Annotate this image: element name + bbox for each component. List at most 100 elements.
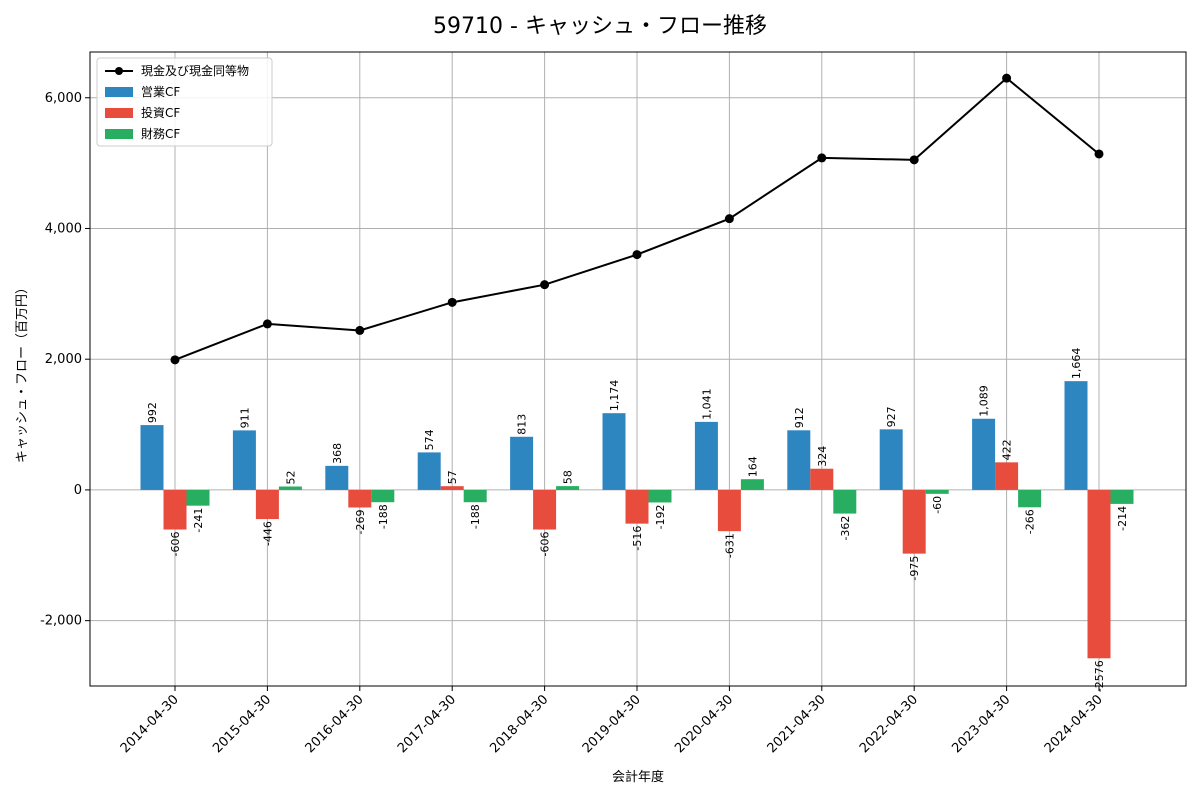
bar-営業CF	[602, 413, 626, 490]
bar-営業CF	[879, 429, 903, 490]
bar-value-label: 1,174	[608, 380, 621, 412]
bar-財務CF	[648, 489, 672, 503]
cash-line-point	[170, 355, 180, 365]
bar-value-label: -362	[839, 516, 852, 541]
bar-財務CF	[1110, 489, 1134, 504]
cash-line-point	[724, 214, 734, 224]
cash-line-point	[1094, 149, 1104, 159]
cash-line-point	[540, 280, 550, 290]
bar-財務CF	[1018, 489, 1042, 508]
bar-value-label: 911	[238, 407, 251, 428]
bar-value-label: -192	[654, 504, 667, 529]
x-tick-label: 2016-04-30	[303, 692, 367, 756]
bar-営業CF	[417, 452, 441, 490]
x-tick-label: 2019-04-30	[580, 692, 644, 756]
cash-line-point	[262, 319, 272, 329]
bar-value-label: -188	[469, 504, 482, 529]
x-tick-label: 2018-04-30	[487, 692, 551, 756]
bar-投資CF	[717, 489, 741, 532]
bar-value-label: -516	[631, 526, 644, 551]
bar-財務CF	[556, 486, 580, 490]
chart-title: 59710 - キャッシュ・フロー推移	[433, 14, 767, 39]
bar-value-label: 52	[284, 471, 297, 485]
bar-投資CF	[348, 489, 372, 508]
bar-value-label: -266	[1024, 509, 1037, 534]
bar-value-label: 1,664	[1070, 348, 1083, 380]
x-tick-label: 2023-04-30	[949, 692, 1013, 756]
bar-value-label: -975	[908, 556, 921, 581]
legend-swatch	[105, 108, 133, 118]
bar-財務CF	[740, 479, 764, 490]
y-tick-label: 0	[74, 483, 82, 498]
x-tick-label: 2015-04-30	[210, 692, 274, 756]
y-tick-label: 6,000	[45, 91, 82, 106]
bar-value-label: 368	[331, 443, 344, 464]
x-axis-label: 会計年度	[612, 769, 664, 785]
bar-投資CF	[440, 486, 464, 490]
bar-value-label: -446	[261, 521, 274, 546]
plot-frame	[89, 51, 1187, 687]
cash-line-point	[447, 297, 457, 307]
legend-label: 営業CF	[141, 85, 180, 99]
bar-投資CF	[255, 489, 279, 520]
bar-営業CF	[510, 436, 534, 490]
bar-value-label: -2576	[1093, 660, 1106, 692]
bar-営業CF	[232, 430, 256, 490]
data-labels-layer: 992 911 368 574 813 1,174 1,041 912 927 1,089 1,66…	[146, 348, 1129, 693]
legend-label: 現金及び現金同等物	[141, 63, 249, 78]
bar-営業CF	[140, 425, 164, 490]
bar-value-label: -269	[354, 509, 367, 534]
legend-label: 投資CF	[141, 105, 180, 120]
bar-投資CF	[1087, 489, 1111, 659]
bar-財務CF	[463, 489, 487, 503]
cash-line-point	[1002, 73, 1012, 83]
bar-value-label: 422	[1001, 439, 1014, 460]
legend-label: 財務CF	[141, 126, 180, 141]
legend-swatch	[105, 129, 133, 139]
bar-投資CF	[533, 489, 557, 530]
bar-投資CF	[995, 462, 1019, 490]
bar-value-label: 324	[816, 446, 829, 467]
bar-value-label: 164	[746, 456, 759, 477]
y-tick-label: -2,000	[40, 614, 82, 629]
cash-line-point	[817, 153, 827, 163]
y-tick-label: 4,000	[45, 221, 82, 236]
cash-line-point	[355, 325, 365, 335]
axes-layer: -2,000 0 2,000 4,000 6,000 2014-04-30 2015-04-…	[40, 91, 1106, 757]
bar-財務CF	[186, 489, 210, 506]
bar-財務CF	[925, 489, 949, 494]
bar-営業CF	[972, 418, 996, 490]
y-axis-label: キャッシュ・フロー（百万円）	[15, 281, 30, 463]
line-layer	[170, 73, 1104, 365]
bar-value-label: 927	[885, 406, 898, 427]
bar-value-label: 1,089	[978, 385, 991, 417]
bar-投資CF	[902, 489, 926, 554]
bar-営業CF	[1064, 381, 1088, 490]
x-tick-label: 2020-04-30	[672, 692, 736, 756]
legend-swatch	[105, 87, 133, 97]
bar-value-label: -606	[169, 532, 182, 557]
bar-財務CF	[371, 489, 395, 503]
bar-value-label: -60	[931, 496, 944, 514]
bar-value-label: 912	[793, 407, 806, 428]
cash-line-point	[909, 155, 919, 165]
bar-value-label: -606	[539, 532, 552, 557]
bar-投資CF	[810, 468, 834, 490]
legend-marker	[115, 67, 123, 75]
bar-value-label: 574	[423, 429, 436, 450]
x-tick-label: 2014-04-30	[118, 692, 182, 756]
bar-value-label: 813	[516, 414, 529, 435]
bar-value-label: -241	[192, 508, 205, 533]
bar-value-label: 57	[446, 470, 459, 484]
bar-value-label: -214	[1116, 506, 1129, 531]
bar-value-label: -188	[377, 504, 390, 529]
x-tick-label: 2017-04-30	[395, 692, 459, 756]
x-tick-label: 2024-04-30	[1042, 692, 1106, 756]
bar-投資CF	[163, 489, 187, 530]
cash-line-point	[632, 250, 642, 260]
bar-営業CF	[787, 430, 811, 490]
x-tick-label: 2021-04-30	[765, 692, 829, 756]
x-tick-label: 2022-04-30	[857, 692, 921, 756]
bar-value-label: 58	[562, 470, 575, 484]
